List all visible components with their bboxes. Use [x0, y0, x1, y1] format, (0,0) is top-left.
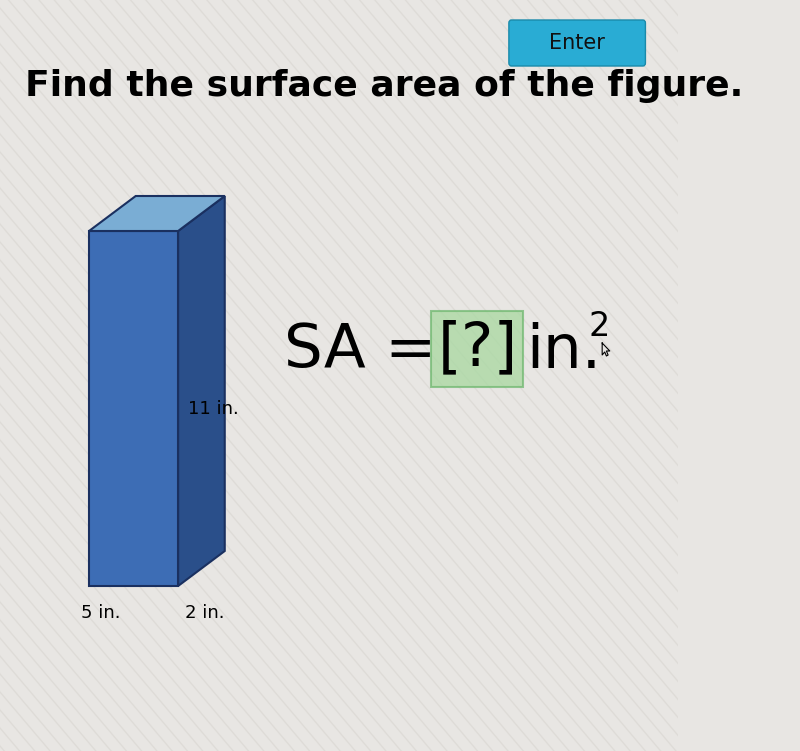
- FancyBboxPatch shape: [431, 311, 523, 387]
- FancyBboxPatch shape: [509, 20, 646, 66]
- Text: 5 in.: 5 in.: [81, 604, 120, 622]
- Text: [?]: [?]: [438, 319, 518, 379]
- Text: Enter: Enter: [550, 33, 605, 53]
- Text: in.: in.: [526, 321, 601, 381]
- Polygon shape: [89, 196, 225, 231]
- Polygon shape: [178, 196, 225, 586]
- Text: 2 in.: 2 in.: [185, 604, 224, 622]
- Text: Find the surface area of the figure.: Find the surface area of the figure.: [26, 69, 744, 103]
- Text: 2: 2: [589, 310, 610, 343]
- Polygon shape: [89, 231, 178, 586]
- Text: 11 in.: 11 in.: [188, 400, 239, 418]
- Text: SA =: SA =: [284, 321, 456, 381]
